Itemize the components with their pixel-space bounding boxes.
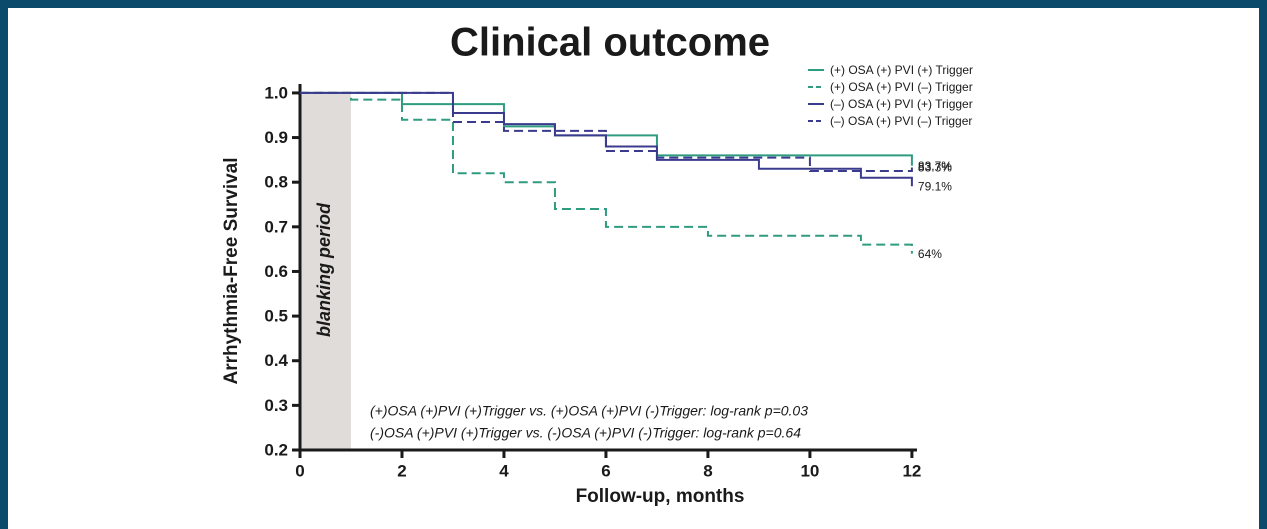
survival-curve xyxy=(300,91,913,187)
survival-curve xyxy=(300,91,913,254)
x-tick-label: 6 xyxy=(601,461,610,480)
legend-label: (+) OSA (+) PVI (+) Trigger xyxy=(830,63,973,77)
x-tick-label: 2 xyxy=(397,461,406,480)
y-tick-label: 1.0 xyxy=(264,83,288,102)
chart-title: Clinical outcome xyxy=(450,21,770,65)
blanking-region xyxy=(300,92,351,450)
y-axis-label: Arrhythmia-Free Survival xyxy=(221,157,242,384)
x-tick-label: 8 xyxy=(703,461,712,480)
end-label: 64% xyxy=(918,247,942,261)
end-label: 79.1% xyxy=(918,179,952,193)
frame xyxy=(8,8,1259,529)
y-tick-label: 0.4 xyxy=(264,351,288,370)
annotation: (-)OSA (+)PVI (+)Trigger vs. (-)OSA (+)P… xyxy=(370,425,801,441)
y-tick-label: 0.2 xyxy=(264,440,288,459)
y-tick-label: 0.5 xyxy=(264,307,288,326)
x-tick-label: 4 xyxy=(499,461,509,480)
x-tick-label: 0 xyxy=(295,461,304,480)
y-tick-label: 0.6 xyxy=(264,262,288,281)
x-axis-label: Follow-up, months xyxy=(576,486,745,507)
end-label: 83.3% xyxy=(918,161,952,175)
survival-curve xyxy=(300,91,913,173)
end-label: 83.7% xyxy=(918,159,952,173)
y-tick-label: 0.3 xyxy=(264,396,288,415)
y-tick-label: 0.9 xyxy=(264,128,288,147)
x-tick-label: 10 xyxy=(800,461,819,480)
y-tick-label: 0.7 xyxy=(264,217,288,236)
legend-label: (–) OSA (+) PVI (+) Trigger xyxy=(830,97,973,111)
x-tick-label: 12 xyxy=(902,461,921,480)
blanking-label: blanking period xyxy=(314,202,334,337)
y-tick-label: 0.8 xyxy=(264,173,288,192)
legend-label: (+) OSA (+) PVI (–) Trigger xyxy=(830,80,973,94)
legend-label: (–) OSA (+) PVI (–) Trigger xyxy=(830,114,972,128)
annotation: (+)OSA (+)PVI (+)Trigger vs. (+)OSA (+)P… xyxy=(370,403,808,419)
